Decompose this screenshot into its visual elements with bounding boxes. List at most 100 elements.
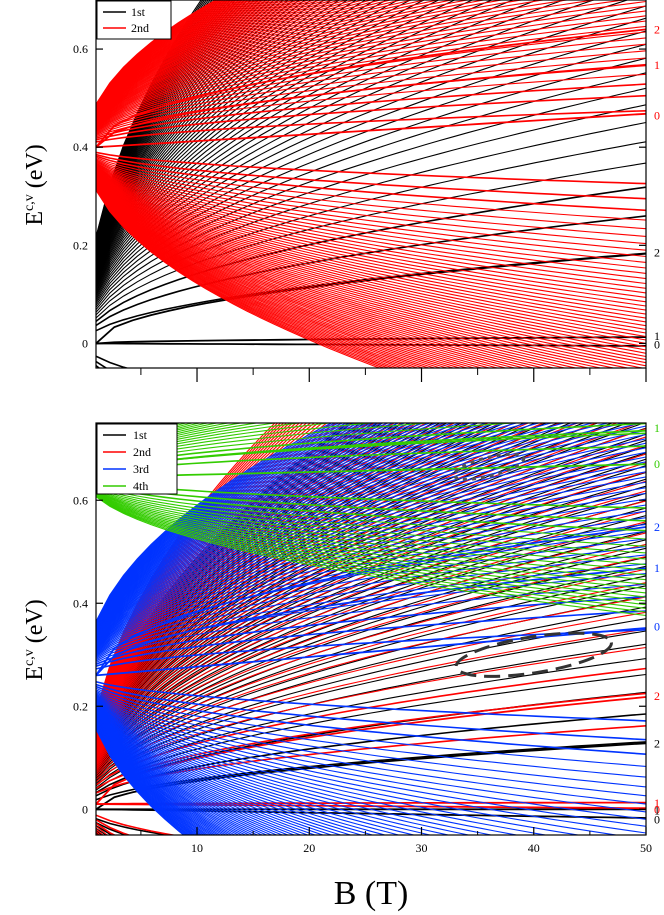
bottom-x-tick-label: 30 — [416, 841, 428, 855]
top-level-2nd-n47-v — [96, 182, 526, 368]
bottom-level-1st-n14-v — [96, 845, 110, 863]
bottom-level-3rd-n46-v — [96, 718, 237, 835]
top-level-1st-index-0 — [96, 342, 646, 347]
bottom-level-4th-n8-v — [96, 488, 646, 566]
bottom-level-4th-n20-v — [96, 496, 646, 617]
bottom-level-index-label: 1 — [654, 796, 660, 810]
top-level-2nd-n43-c — [96, 0, 300, 114]
bottom-level-2nd-n26-v — [96, 861, 110, 889]
bottom-level-index-label: 0 — [654, 457, 660, 471]
bottom-y-tick-label: 0 — [82, 802, 88, 816]
bottom-level-4th-n5-v — [96, 486, 646, 547]
bottom-level-3rd-n43-v — [96, 717, 247, 835]
top-level-2nd-n60-v — [96, 186, 431, 368]
bottom-legend-label-2nd: 2nd — [133, 445, 151, 459]
top-level-2nd-n49-c — [96, 0, 274, 112]
bottom-level-2nd-n2-c — [96, 692, 646, 790]
top-level-2nd-n38-c — [96, 0, 328, 116]
bottom-level-3rd-n6-v — [96, 690, 646, 788]
bottom-level-3rd-n22-v — [96, 705, 401, 835]
bottom-level-3rd-n70-c — [96, 423, 333, 622]
top-level-2nd-n46-v — [96, 181, 536, 368]
bottom-level-index-label: 0 — [654, 619, 660, 633]
bottom-level-4th-n3-v — [96, 483, 646, 532]
bottom-level-2nd-n6-v — [96, 830, 101, 835]
bottom-level-3rd-n66-c — [96, 423, 348, 624]
top-level-1st-n9-v — [96, 382, 110, 401]
bottom-level-4th-n5-c — [96, 423, 435, 468]
top-level-1st-n12-v — [96, 388, 110, 410]
top-level-2nd-n12-c — [96, 20, 646, 130]
bottom-level-3rd-n67-c — [96, 423, 344, 623]
top-level-2nd-n30-v — [96, 175, 646, 348]
bottom-level-index-label: 1 — [654, 561, 660, 575]
top-level-2nd-n1-c — [96, 110, 646, 143]
top-level-index-label: 1 — [654, 58, 660, 72]
top-level-2nd-n22-c — [96, 0, 505, 124]
bottom-level-3rd-n11-c — [96, 523, 646, 655]
bottom-level-3rd-n50-c — [96, 423, 432, 631]
bottom-level-2nd-n12-v — [96, 843, 110, 862]
top-level-2nd-n36-v — [96, 177, 646, 367]
bottom-level-1st-n28-v — [96, 860, 110, 885]
bottom-level-3rd-n32-v — [96, 711, 303, 835]
bottom-level-3rd-n4-c — [96, 583, 646, 663]
top-level-2nd-n67-v — [96, 189, 395, 368]
bottom-level-3rd-n60-c — [96, 423, 374, 626]
bottom-level-3rd-n57-c — [96, 423, 389, 627]
bottom-level-1st-n13-v — [96, 844, 124, 874]
top-plot-frame — [95, 0, 647, 369]
bottom-level-3rd-n69-c — [96, 423, 336, 623]
bottom-x-axis-title: B (T) — [334, 875, 409, 912]
top-level-1st-n3-v — [96, 364, 101, 368]
bottom-level-3rd-n33-c — [96, 423, 610, 639]
bottom-level-1st-n5-c — [96, 658, 646, 789]
top-level-2nd-n31-v — [96, 175, 646, 351]
bottom-level-3rd-n47-v — [96, 719, 233, 835]
bottom-level-3rd-n20-c — [96, 471, 646, 647]
bottom-level-3rd-n36-c — [96, 423, 567, 638]
top-level-2nd-n17-v — [96, 167, 646, 298]
bottom-level-3rd-n2-v — [96, 683, 646, 741]
top-level-2nd-n39-v — [96, 179, 616, 368]
top-level-1st-n11-v — [96, 386, 110, 407]
bottom-level-3rd-n17-c — [96, 487, 646, 650]
bottom-level-2nd-n23-v — [96, 857, 110, 883]
top-level-2nd-n19-v — [96, 169, 646, 307]
top-level-2nd-n53-c — [96, 0, 260, 111]
top-level-2nd-n59-v — [96, 186, 437, 368]
bottom-level-3rd-n38-v — [96, 714, 268, 835]
top-level-2nd-n42-c — [96, 0, 305, 115]
bottom-level-3rd-n59-c — [96, 423, 379, 627]
bottom-level-2nd-n27-c — [96, 423, 579, 747]
top-level-2nd-n57-v — [96, 185, 449, 368]
top-level-2nd-n12-v — [96, 164, 646, 274]
bottom-level-3rd-n19-v — [96, 703, 451, 835]
top-level-2nd-n61-v — [96, 187, 425, 368]
bottom-level-3rd-n16-v — [96, 700, 520, 835]
bottom-level-4th-n12-v — [96, 491, 646, 585]
bottom-x-tick-label: 50 — [640, 841, 652, 855]
bottom-level-1st-index-2 — [96, 742, 646, 811]
bottom-level-3rd-n62-c — [96, 423, 365, 625]
top-level-2nd-n39-c — [96, 0, 322, 116]
bottom-level-2nd-n17-v — [96, 850, 110, 872]
bottom-y-tick-label: 0.6 — [73, 493, 88, 507]
top-level-index-label: 2 — [654, 246, 660, 260]
bottom-level-2nd-n3-v — [96, 822, 117, 835]
top-level-2nd-n32-v — [96, 175, 646, 354]
bottom-level-2nd-n20-v — [96, 854, 110, 878]
top-level-2nd-n36-c — [96, 0, 342, 117]
bottom-level-3rd-n32-c — [96, 423, 627, 640]
top-level-2nd-n65-v — [96, 188, 404, 368]
bottom-level-3rd-n35-c — [96, 423, 580, 638]
top-level-2nd-n50-c — [96, 0, 270, 112]
top-level-2nd-n7-c — [96, 50, 646, 135]
bottom-level-3rd-n39-v — [96, 715, 264, 835]
bottom-level-3rd-n28-v — [96, 709, 334, 835]
top-level-2nd-n30-c — [96, 0, 393, 120]
top-level-2nd-n1-v — [96, 151, 646, 185]
top-y-tick-label: 0.6 — [73, 42, 88, 56]
bottom-level-3rd-n16-c — [96, 492, 646, 651]
